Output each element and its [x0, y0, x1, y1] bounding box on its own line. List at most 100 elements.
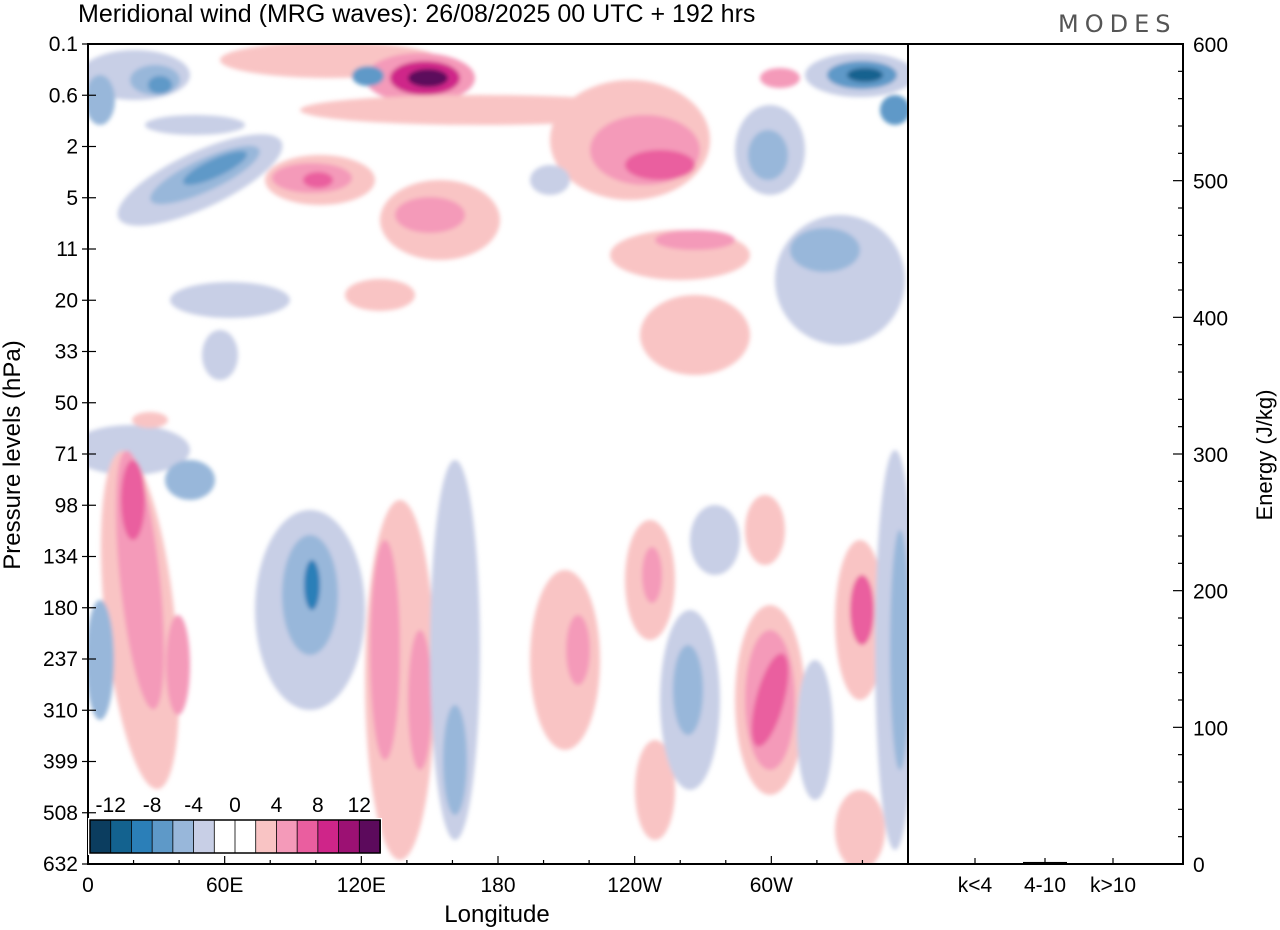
contour-blob — [370, 540, 400, 760]
contour-blob — [121, 460, 145, 540]
colorbar-tick-label: 0 — [229, 794, 241, 817]
contour-blob — [148, 76, 172, 94]
x-tick-label: 60W — [750, 874, 793, 897]
energy-bar — [953, 863, 997, 865]
contour-blob — [165, 460, 215, 500]
colorbar-swatch — [276, 819, 299, 854]
contour-blob — [760, 68, 800, 88]
brand-logo: MODES — [1058, 10, 1176, 38]
contour-blob — [145, 115, 245, 135]
x-tick-label: 0 — [82, 874, 94, 897]
contour-blob — [642, 547, 662, 603]
y-tick-label: 98 — [55, 494, 78, 517]
y-tick-label: 237 — [43, 648, 78, 671]
colorbar-tick-label: -12 — [96, 794, 126, 817]
contour-blob — [745, 495, 785, 565]
contour-blob — [655, 230, 735, 250]
contour-blob — [88, 600, 114, 720]
energy-tick-label: 200 — [1193, 581, 1228, 604]
energy-category-label: 4-10 — [1024, 874, 1066, 897]
x-axis-label: Longitude — [444, 901, 549, 928]
energy-category-label: k<4 — [958, 874, 993, 897]
colorbar-tick-label: 12 — [348, 794, 371, 817]
energy-categories: k<4 4-10 k>10 — [958, 858, 1136, 897]
wind-field — [88, 44, 908, 864]
contour-blob — [408, 69, 448, 87]
energy-tick-label: 100 — [1193, 717, 1228, 740]
y-tick-label: 399 — [43, 751, 78, 774]
contour-blob — [132, 412, 168, 428]
x-tick-label: 180 — [480, 874, 515, 897]
y-tick-label: 134 — [43, 546, 78, 569]
contour-blob — [166, 615, 190, 715]
contour-blob — [443, 705, 467, 815]
contour-blob — [790, 228, 860, 272]
colorbar-swatch — [338, 819, 361, 854]
contour-blob — [797, 660, 833, 800]
contour-blob — [690, 505, 740, 575]
contour-blob — [640, 295, 750, 375]
colorbar-swatch — [296, 819, 319, 854]
colorbar-swatch — [110, 819, 133, 854]
energy-frame — [907, 43, 1184, 865]
contour-blob — [850, 575, 874, 645]
colorbar-swatch — [151, 819, 174, 854]
y-axis-ticks: 0.1 0.6 2 5 11 20 33 50 71 98 134 180 237 310 399 508 63… — [43, 33, 96, 876]
contour-blob — [566, 615, 590, 685]
contour-blob — [835, 790, 885, 864]
colorbar: -12 -8 -4 0 4 8 12 — [88, 794, 382, 855]
contour-blob — [304, 560, 320, 610]
contour-blob — [847, 68, 883, 82]
contour-blob — [530, 165, 570, 195]
y-tick-label: 71 — [55, 443, 78, 466]
colorbar-swatch — [213, 819, 236, 854]
energy-tick-label: 400 — [1193, 307, 1228, 330]
x-tick-label: 60E — [206, 874, 243, 897]
y-tick-label: 11 — [56, 238, 78, 261]
y-tick-label: 50 — [55, 392, 78, 415]
colorbar-tick-label: 8 — [312, 794, 324, 817]
y-tick-label: 2 — [66, 136, 78, 159]
contour-blob — [430, 460, 480, 840]
y-tick-label: 33 — [55, 341, 78, 364]
colorbar-swatch — [193, 819, 216, 854]
colorbar-tick-label: -4 — [184, 794, 203, 817]
contour-blob — [183, 151, 247, 185]
energy-bars — [953, 861, 1135, 865]
colorbar-tick-label: -8 — [143, 794, 162, 817]
contour-blob — [395, 197, 465, 233]
x-axis-ticks: 0 60E 120E 180 120W 60W — [82, 856, 909, 897]
y-tick-label: 5 — [66, 187, 78, 210]
contour-blob — [635, 740, 675, 840]
colorbar-swatch — [358, 819, 381, 854]
contour-blob — [748, 130, 788, 180]
colorbar-swatch — [89, 819, 112, 854]
energy-tick-label: 600 — [1193, 34, 1228, 57]
x-tick-label: 120W — [607, 874, 662, 897]
y-tick-label: 180 — [43, 597, 78, 620]
chart-title: Meridional wind (MRG waves): 26/08/2025 … — [78, 0, 755, 28]
contour-blob — [352, 66, 384, 86]
contour-blob — [408, 630, 432, 770]
energy-bar — [1023, 861, 1067, 864]
energy-tick-label: 500 — [1193, 171, 1228, 194]
contour-blob — [751, 653, 789, 747]
contour-blob — [530, 570, 600, 750]
energy-category-label: k>10 — [1090, 874, 1136, 897]
contour-blob — [88, 75, 115, 125]
energy-axis-label: Energy (J/kg) — [1252, 390, 1277, 521]
energy-bar — [1091, 863, 1135, 865]
colorbar-swatch — [317, 819, 340, 854]
y-tick-label: 310 — [43, 699, 78, 722]
contour-blob — [673, 645, 703, 735]
contour-blob — [170, 282, 290, 318]
colorbar-tick-label: 4 — [271, 794, 283, 817]
colorbar-swatch — [131, 819, 154, 854]
colorbar-swatch — [172, 819, 195, 854]
colorbar-frame — [89, 819, 381, 854]
energy-tick-label: 300 — [1193, 444, 1228, 467]
y-tick-label: 632 — [43, 853, 78, 876]
x-tick-label: 120E — [337, 874, 386, 897]
contour-blob — [880, 95, 908, 125]
